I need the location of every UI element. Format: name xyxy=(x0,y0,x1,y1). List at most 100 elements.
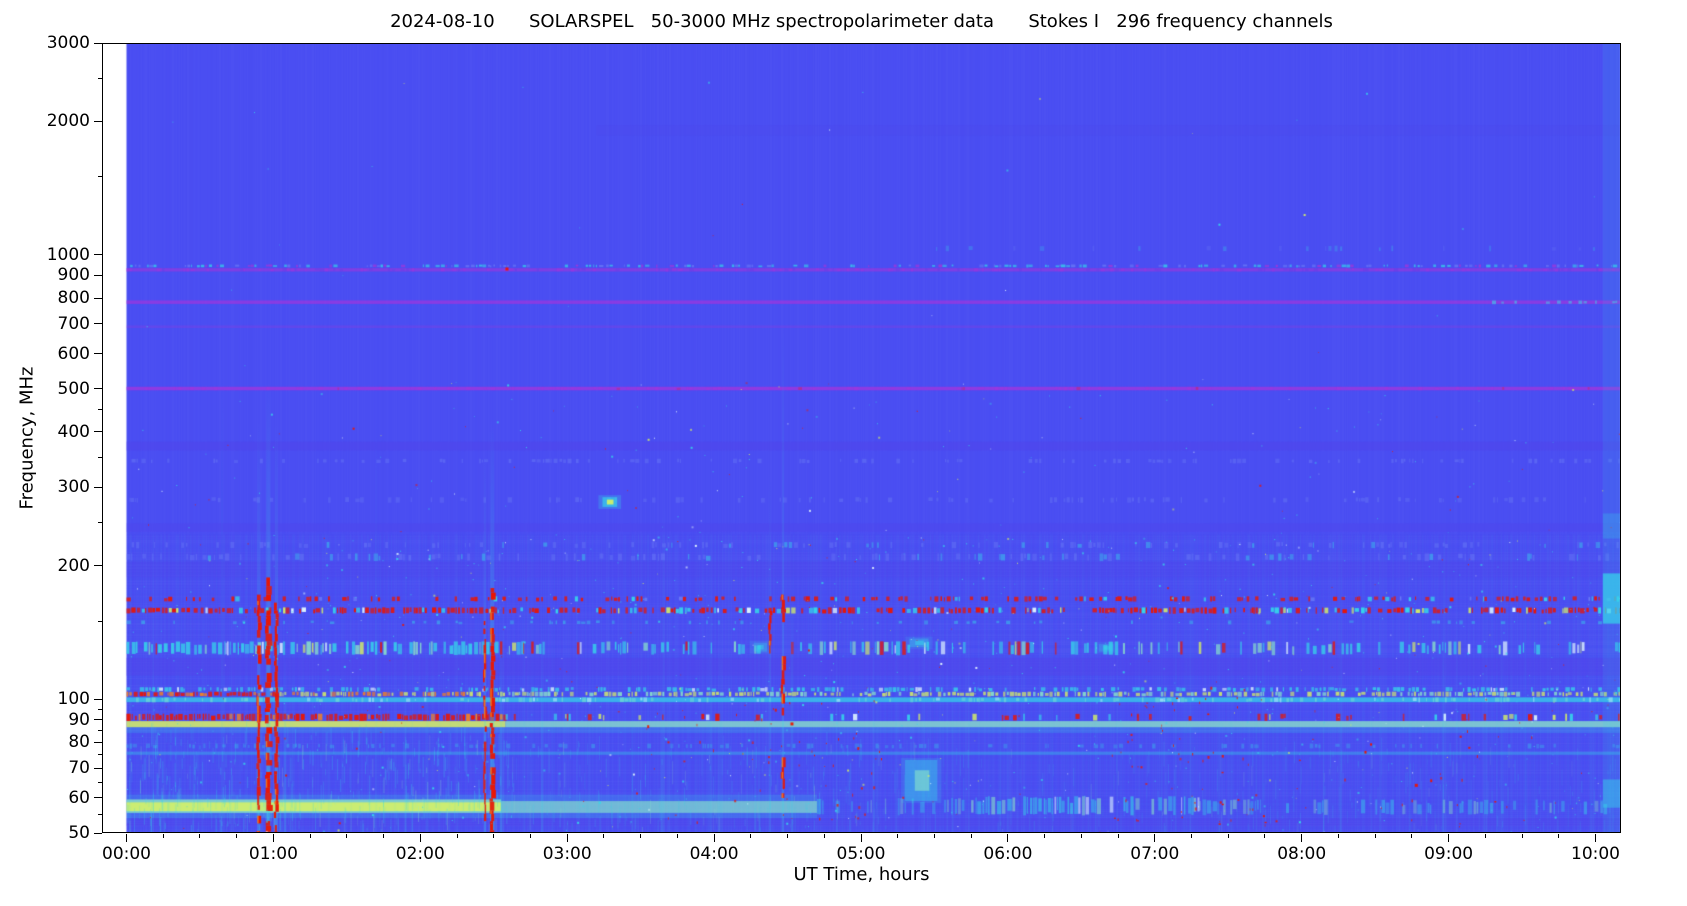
y-minor-tick xyxy=(98,620,102,622)
y-tick-label: 50 xyxy=(68,823,90,843)
x-minor-tick xyxy=(346,834,348,838)
y-tick-label: 300 xyxy=(57,477,90,498)
x-tick-label: 06:00 xyxy=(983,844,1033,864)
y-major-tick xyxy=(94,797,102,799)
y-major-tick xyxy=(94,323,102,325)
y-tick-label: 900 xyxy=(57,265,90,286)
x-minor-tick xyxy=(529,834,531,838)
y-major-tick xyxy=(94,719,102,721)
x-minor-tick xyxy=(676,834,678,838)
y-major-tick xyxy=(94,767,102,769)
x-tick-label: 10:00 xyxy=(1571,844,1620,864)
y-major-tick xyxy=(94,741,102,743)
y-major-tick xyxy=(94,486,102,488)
y-tick-label: 3000 xyxy=(46,33,90,53)
x-axis-label: UT Time, hours xyxy=(793,864,930,885)
x-minor-tick xyxy=(1337,834,1339,838)
y-axis-label: Frequency, MHz xyxy=(16,366,38,510)
x-tick-label: 02:00 xyxy=(395,844,445,864)
x-tick-label: 07:00 xyxy=(1130,844,1180,864)
x-minor-tick xyxy=(309,834,311,838)
y-major-tick xyxy=(94,388,102,390)
y-minor-tick xyxy=(98,708,102,710)
x-minor-tick xyxy=(970,834,972,838)
x-minor-tick xyxy=(1484,834,1486,838)
y-minor-tick xyxy=(98,754,102,756)
x-minor-tick xyxy=(823,834,825,838)
y-major-tick xyxy=(94,832,102,834)
x-major-tick xyxy=(713,834,715,842)
x-tick-label: 03:00 xyxy=(542,844,592,864)
y-tick-label: 80 xyxy=(68,732,90,753)
y-major-tick xyxy=(94,431,102,433)
x-major-tick xyxy=(860,834,862,842)
y-minor-tick xyxy=(98,457,102,459)
x-major-tick xyxy=(1301,834,1303,842)
x-minor-tick xyxy=(1411,834,1413,838)
x-minor-tick xyxy=(1264,834,1266,838)
x-minor-tick xyxy=(1044,834,1046,838)
y-minor-tick xyxy=(98,408,102,410)
y-tick-label: 700 xyxy=(57,313,90,334)
y-minor-tick xyxy=(98,781,102,783)
y-major-tick xyxy=(94,254,102,256)
x-minor-tick xyxy=(1080,834,1082,838)
y-tick-label: 100 xyxy=(57,689,90,710)
x-minor-tick xyxy=(603,834,605,838)
x-major-tick xyxy=(1595,834,1596,842)
y-major-tick xyxy=(94,120,102,122)
x-major-tick xyxy=(1154,834,1156,842)
x-minor-tick xyxy=(1558,834,1560,838)
x-tick-label: 04:00 xyxy=(689,844,739,864)
page-title: 2024-08-10 SOLARSPEL 50-3000 MHz spectro… xyxy=(390,11,1333,32)
x-minor-tick xyxy=(933,834,935,838)
x-minor-tick xyxy=(456,834,458,838)
y-minor-tick xyxy=(98,730,102,732)
x-major-tick xyxy=(566,834,568,842)
y-tick-label: 2000 xyxy=(46,111,90,132)
x-minor-tick xyxy=(1227,834,1229,838)
y-tick-label: 90 xyxy=(68,709,90,730)
y-tick-label: 800 xyxy=(57,288,90,309)
x-minor-tick xyxy=(383,834,385,838)
x-minor-tick xyxy=(199,834,201,838)
y-major-tick xyxy=(94,297,102,299)
y-major-tick xyxy=(94,698,102,700)
x-tick-label: 05:00 xyxy=(836,844,886,864)
x-minor-tick xyxy=(236,834,238,838)
y-tick-label: 60 xyxy=(68,787,90,808)
x-minor-tick xyxy=(787,834,789,838)
x-tick-label: 00:00 xyxy=(102,844,151,864)
x-minor-tick xyxy=(162,834,164,838)
spectrogram-canvas xyxy=(102,43,1621,833)
x-minor-tick xyxy=(1521,834,1523,838)
x-minor-tick xyxy=(1191,834,1193,838)
x-major-tick xyxy=(1007,834,1009,842)
x-minor-tick xyxy=(493,834,495,838)
x-major-tick xyxy=(126,834,127,842)
x-major-tick xyxy=(1448,834,1450,842)
y-tick-label: 600 xyxy=(57,343,90,364)
y-tick-label: 70 xyxy=(68,758,90,779)
x-minor-tick xyxy=(1374,834,1376,838)
x-tick-label: 01:00 xyxy=(248,844,298,864)
y-tick-label: 500 xyxy=(57,378,90,399)
x-tick-label: 09:00 xyxy=(1424,844,1474,864)
x-minor-tick xyxy=(897,834,899,838)
y-major-tick xyxy=(94,565,102,567)
y-tick-label: 1000 xyxy=(46,244,90,265)
x-tick-label: 08:00 xyxy=(1277,844,1327,864)
y-minor-tick xyxy=(98,77,102,79)
y-minor-tick xyxy=(98,176,102,178)
x-major-tick xyxy=(272,834,274,842)
y-minor-tick xyxy=(98,814,102,816)
x-minor-tick xyxy=(640,834,642,838)
y-major-tick xyxy=(94,42,102,44)
y-major-tick xyxy=(94,274,102,276)
y-tick-label: 400 xyxy=(57,421,90,442)
y-tick-label: 200 xyxy=(57,555,90,576)
x-major-tick xyxy=(419,834,421,842)
x-minor-tick xyxy=(1117,834,1119,838)
y-major-tick xyxy=(94,353,102,355)
